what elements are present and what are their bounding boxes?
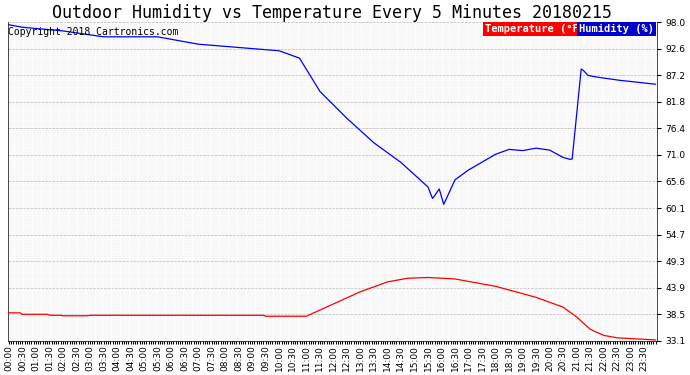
Text: Humidity (%): Humidity (%) [579,24,654,34]
Text: Temperature (°F): Temperature (°F) [484,24,584,34]
Text: Copyright 2018 Cartronics.com: Copyright 2018 Cartronics.com [8,27,179,37]
Title: Outdoor Humidity vs Temperature Every 5 Minutes 20180215: Outdoor Humidity vs Temperature Every 5 … [52,4,612,22]
